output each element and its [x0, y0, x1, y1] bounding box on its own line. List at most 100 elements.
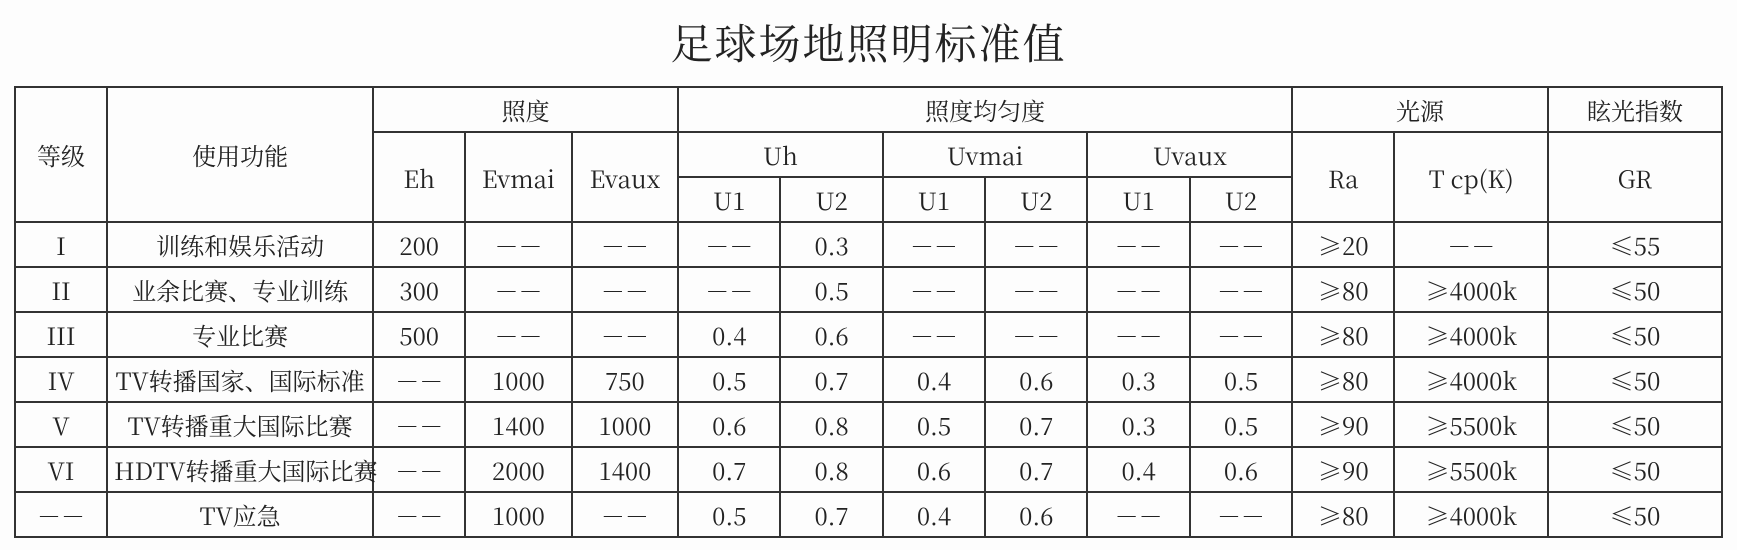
cell-ra: ≥80	[1292, 312, 1394, 357]
cell-uh_u1: 0.7	[678, 447, 780, 492]
cell-uvmai_u1: 0.6	[883, 447, 985, 492]
cell-uh_u2: 0.7	[780, 492, 882, 537]
cell-uh_u2: 0.8	[780, 447, 882, 492]
cell-uvmai_u2: 0.7	[985, 447, 1087, 492]
cell-gr: ≤50	[1548, 447, 1722, 492]
cell-uh_u2: 0.3	[780, 222, 882, 267]
cell-grade: VI	[15, 447, 107, 492]
cell-uh_u1: －－	[678, 267, 780, 312]
cell-ra: ≥20	[1292, 222, 1394, 267]
hdr-uh-u2: U2	[780, 177, 882, 222]
hdr-uvmai-u1: U1	[883, 177, 985, 222]
cell-uh_u1: 0.5	[678, 357, 780, 402]
cell-grade: －－	[15, 492, 107, 537]
cell-gr: ≤50	[1548, 492, 1722, 537]
hdr-illuminance: 照度	[373, 87, 678, 132]
cell-func: HDTV转播重大国际比赛	[107, 447, 373, 492]
hdr-function: 使用功能	[107, 87, 373, 222]
cell-tcp: ≥4000k	[1394, 312, 1548, 357]
cell-uvmai_u1: 0.5	[883, 402, 985, 447]
cell-func: 专业比赛	[107, 312, 373, 357]
cell-gr: ≤50	[1548, 357, 1722, 402]
cell-tcp: ≥5500k	[1394, 402, 1548, 447]
hdr-eh: Eh	[373, 132, 465, 222]
cell-eh: 300	[373, 267, 465, 312]
cell-tcp: ≥5500k	[1394, 447, 1548, 492]
cell-evmai: －－	[465, 312, 571, 357]
table-header: 等级 使用功能 照度 照度均匀度 光源 眩光指数 Eh Evmai Evaux …	[15, 87, 1722, 222]
table-row: －－TV应急－－1000－－0.50.70.40.6－－－－≥80≥4000k≤…	[15, 492, 1722, 537]
cell-uvmai_u2: －－	[985, 222, 1087, 267]
hdr-grade: 等级	[15, 87, 107, 222]
cell-uvmai_u2: 0.6	[985, 357, 1087, 402]
cell-ra: ≥90	[1292, 402, 1394, 447]
cell-uh_u2: 0.7	[780, 357, 882, 402]
cell-grade: II	[15, 267, 107, 312]
cell-tcp: －－	[1394, 222, 1548, 267]
cell-uvaux_u2: －－	[1190, 222, 1292, 267]
cell-evaux: 1000	[572, 402, 678, 447]
cell-gr: ≤50	[1548, 402, 1722, 447]
cell-uvmai_u2: －－	[985, 312, 1087, 357]
cell-uvaux_u1: 0.4	[1087, 447, 1189, 492]
hdr-ra: Ra	[1292, 132, 1394, 222]
cell-eh: －－	[373, 492, 465, 537]
cell-uh_u1: 0.5	[678, 492, 780, 537]
table-row: II业余比赛、专业训练300－－－－－－0.5－－－－－－－－≥80≥4000k…	[15, 267, 1722, 312]
cell-grade: V	[15, 402, 107, 447]
hdr-uvmai-u2: U2	[985, 177, 1087, 222]
cell-gr: ≤55	[1548, 222, 1722, 267]
cell-evaux: －－	[572, 267, 678, 312]
cell-uvaux_u1: －－	[1087, 312, 1189, 357]
cell-ra: ≥80	[1292, 357, 1394, 402]
cell-uvaux_u1: 0.3	[1087, 402, 1189, 447]
cell-uvmai_u1: －－	[883, 267, 985, 312]
cell-uvaux_u1: －－	[1087, 222, 1189, 267]
cell-func: TV转播重大国际比赛	[107, 402, 373, 447]
cell-evmai: 1000	[465, 357, 571, 402]
cell-uvmai_u2: 0.7	[985, 402, 1087, 447]
cell-grade: I	[15, 222, 107, 267]
cell-func: 训练和娱乐活动	[107, 222, 373, 267]
hdr-uniformity: 照度均匀度	[678, 87, 1292, 132]
cell-uvmai_u1: 0.4	[883, 357, 985, 402]
cell-eh: －－	[373, 357, 465, 402]
cell-ra: ≥80	[1292, 492, 1394, 537]
cell-evaux: 750	[572, 357, 678, 402]
cell-uvaux_u2: －－	[1190, 267, 1292, 312]
cell-ra: ≥80	[1292, 267, 1394, 312]
cell-uh_u2: 0.5	[780, 267, 882, 312]
cell-uvmai_u1: 0.4	[883, 492, 985, 537]
cell-uvaux_u2: 0.6	[1190, 447, 1292, 492]
cell-uh_u2: 0.6	[780, 312, 882, 357]
cell-evaux: 1400	[572, 447, 678, 492]
cell-func: TV应急	[107, 492, 373, 537]
table-row: VTV转播重大国际比赛－－140010000.60.80.50.70.30.5≥…	[15, 402, 1722, 447]
hdr-uvaux: Uvaux	[1087, 132, 1292, 177]
cell-uvaux_u1: －－	[1087, 267, 1189, 312]
hdr-uvaux-u2: U2	[1190, 177, 1292, 222]
table-row: I训练和娱乐活动200－－－－－－0.3－－－－－－－－≥20－－≤55	[15, 222, 1722, 267]
page-title: 足球场地照明标准值	[14, 12, 1723, 72]
table-row: VIHDTV转播重大国际比赛－－200014000.70.80.60.70.40…	[15, 447, 1722, 492]
cell-evaux: －－	[572, 492, 678, 537]
hdr-evmai: Evmai	[465, 132, 571, 222]
cell-uvaux_u2: －－	[1190, 492, 1292, 537]
hdr-tcp: T cp(K)	[1394, 132, 1548, 222]
cell-func: 业余比赛、专业训练	[107, 267, 373, 312]
hdr-uvmai: Uvmai	[883, 132, 1088, 177]
cell-uvaux_u2: 0.5	[1190, 402, 1292, 447]
table-body: I训练和娱乐活动200－－－－－－0.3－－－－－－－－≥20－－≤55II业余…	[15, 222, 1722, 537]
cell-eh: 500	[373, 312, 465, 357]
cell-gr: ≤50	[1548, 267, 1722, 312]
cell-uh_u1: 0.6	[678, 402, 780, 447]
table-row: IVTV转播国家、国际标准－－10007500.50.70.40.60.30.5…	[15, 357, 1722, 402]
cell-uvmai_u2: －－	[985, 267, 1087, 312]
cell-uvaux_u2: －－	[1190, 312, 1292, 357]
cell-tcp: ≥4000k	[1394, 267, 1548, 312]
cell-evaux: －－	[572, 312, 678, 357]
cell-eh: 200	[373, 222, 465, 267]
hdr-lightsource: 光源	[1292, 87, 1548, 132]
cell-uh_u1: 0.4	[678, 312, 780, 357]
cell-evmai: 1000	[465, 492, 571, 537]
